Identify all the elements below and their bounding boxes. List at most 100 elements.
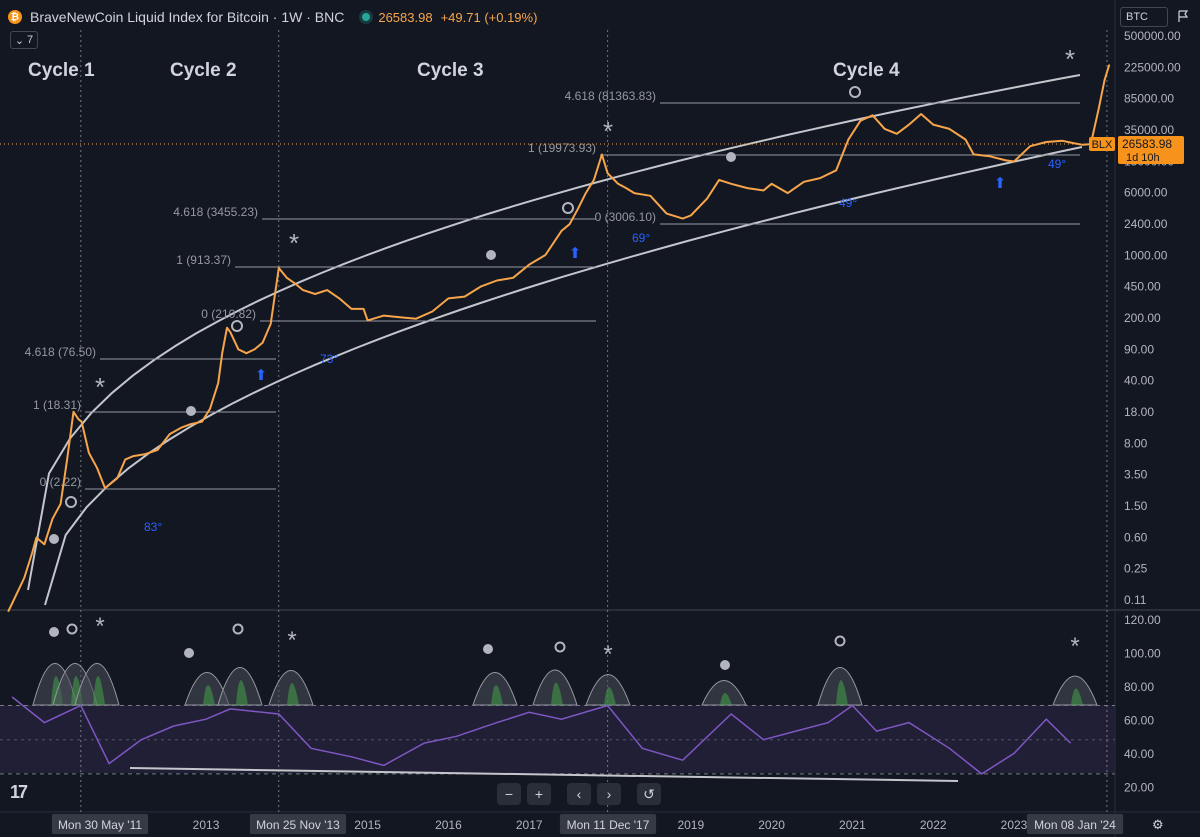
momentum-hump-highlight <box>287 683 299 705</box>
cycle-label: Cycle 4 <box>833 60 900 81</box>
angle-label: 49° <box>1048 157 1066 171</box>
rsi-peak-star: * <box>95 613 104 640</box>
momentum-hump-highlight <box>604 687 616 705</box>
momentum-hump-highlight <box>1071 688 1083 705</box>
time-axis-tick: 2023 <box>1001 818 1028 832</box>
time-axis-highlight-label: Mon 11 Dec '17 <box>567 818 650 832</box>
momentum-hump-highlight <box>236 680 248 705</box>
accumulation-arrow-icon: ⬆ <box>569 245 582 262</box>
cycle-ring-marker <box>65 496 77 508</box>
zoom-in-button[interactable]: + <box>527 783 551 805</box>
price-axis-tick: 0.60 <box>1124 530 1148 544</box>
fib-label: 1 (18.31) <box>33 398 81 412</box>
time-axis-tick: 2021 <box>839 818 866 832</box>
flag-icon[interactable] <box>1177 10 1189 23</box>
price-axis-tick: 6000.00 <box>1124 186 1168 200</box>
rsi-ring-marker <box>232 623 244 635</box>
time-axis-highlight-box <box>249 814 347 834</box>
cycle-peak-star: * <box>289 228 299 258</box>
angle-label: 49° <box>839 196 857 210</box>
cycle-ring-marker <box>849 86 861 98</box>
cycle-label: Cycle 1 <box>28 60 95 81</box>
rsi-peak-star: * <box>603 641 612 668</box>
cycle-label: Cycle 2 <box>170 60 237 81</box>
zoom-out-button[interactable]: − <box>497 783 521 805</box>
rsi-axis-tick: 120.00 <box>1124 613 1161 627</box>
gear-icon[interactable]: ⚙ <box>1152 817 1164 832</box>
rsi-peak-star: * <box>287 627 296 654</box>
time-axis-highlight-label: Mon 08 Jan '24 <box>1034 818 1116 832</box>
angle-label: 73° <box>320 352 338 366</box>
scroll-right-button[interactable]: › <box>597 783 621 805</box>
indicators-collapse-button[interactable]: ⌄ 7 <box>10 31 38 49</box>
zoom-toolbar: − + ‹ › ↺ <box>497 783 661 805</box>
fib-label: 4.618 (76.50) <box>25 345 96 359</box>
price-tag-value: 26583.98 <box>1122 137 1172 151</box>
momentum-hump-highlight <box>720 693 732 705</box>
accumulation-arrow-icon: ⬆ <box>255 367 268 384</box>
fib-label: 0 (3006.10) <box>595 210 656 224</box>
rsi-support-line <box>129 767 959 782</box>
rsi-peak-star: * <box>1070 633 1079 660</box>
price-axis-tick: 40.00 <box>1124 374 1154 388</box>
fib-label: 0 (2.22) <box>40 475 81 489</box>
accumulation-arrow-icon: ⬆ <box>994 175 1007 192</box>
cycle-ring-marker <box>562 202 574 214</box>
fib-label: 0 (210.82) <box>201 307 256 321</box>
scroll-left-button[interactable]: ‹ <box>567 783 591 805</box>
momentum-hump-highlight <box>93 676 105 705</box>
time-axis-highlight-box <box>1026 814 1124 834</box>
chart-header: ₿ BraveNewCoin Liquid Index for Bitcoin … <box>8 6 537 28</box>
time-axis-highlight-box <box>559 814 657 834</box>
time-axis-highlight-label: Mon 30 May '11 <box>58 818 142 832</box>
rsi-axis-tick: 40.00 <box>1124 747 1154 761</box>
angle-label: 83° <box>144 520 162 534</box>
price-axis-tick: 2400.00 <box>1124 217 1168 231</box>
price-axis-tick: 0.11 <box>1124 593 1147 607</box>
rsi-axis-tick: 80.00 <box>1124 680 1154 694</box>
rsi-dot-marker <box>184 648 194 658</box>
price-axis-tick: 450.00 <box>1124 280 1161 294</box>
cycle-peak-star: * <box>603 116 613 146</box>
price-axis-tick: 85000.00 <box>1124 92 1174 106</box>
header-price: 26583.98 <box>378 9 433 25</box>
price-series-line <box>7 64 1111 613</box>
cycle-peak-star: * <box>1065 44 1075 74</box>
time-axis-tick: 2019 <box>677 818 704 832</box>
indicators-count: 7 <box>27 34 34 46</box>
time-axis-highlight-label: Mon 25 Nov '13 <box>256 818 340 832</box>
rsi-band-fill <box>0 705 1115 773</box>
currency-selector[interactable]: BTC <box>1120 7 1168 27</box>
price-axis-tick: 0.25 <box>1124 562 1148 576</box>
reset-chart-button[interactable]: ↺ <box>637 783 661 805</box>
price-axis-tick: 35000.00 <box>1124 123 1174 137</box>
rsi-dot-marker <box>49 627 59 637</box>
momentum-hump-highlight <box>836 680 848 705</box>
time-axis-tick: 2020 <box>758 818 785 832</box>
chart-title[interactable]: BraveNewCoin Liquid Index for Bitcoin · … <box>30 9 345 25</box>
halving-dot-marker <box>726 152 736 162</box>
rsi-ring-marker <box>66 623 78 635</box>
price-axis-tick: 500000.00 <box>1124 29 1181 43</box>
rsi-dot-marker <box>720 660 730 670</box>
time-axis-tick: 2017 <box>516 818 543 832</box>
halving-dot-marker <box>186 406 196 416</box>
price-tag-countdown: 1d 10h <box>1126 152 1160 164</box>
time-axis-highlight-box <box>51 814 149 834</box>
momentum-hump-highlight <box>491 685 503 705</box>
bitcoin-logo-icon: ₿ <box>8 10 22 24</box>
time-axis-tick: 2016 <box>435 818 462 832</box>
momentum-hump-highlight <box>203 685 215 705</box>
price-axis-tick: 200.00 <box>1124 311 1161 325</box>
fib-label: 4.618 (3455.23) <box>173 205 258 219</box>
price-tag-box <box>1118 135 1184 164</box>
cycle-peak-star: * <box>95 372 105 402</box>
rsi-axis-tick: 100.00 <box>1124 647 1161 661</box>
chevron-down-icon: ⌄ <box>14 34 25 47</box>
time-axis-tick: 2022 <box>920 818 947 832</box>
tradingview-logo-icon: 17 <box>10 782 28 802</box>
halving-dot-marker <box>49 534 59 544</box>
price-tag-symbol-box <box>1089 136 1115 151</box>
momentum-hump <box>701 680 747 706</box>
